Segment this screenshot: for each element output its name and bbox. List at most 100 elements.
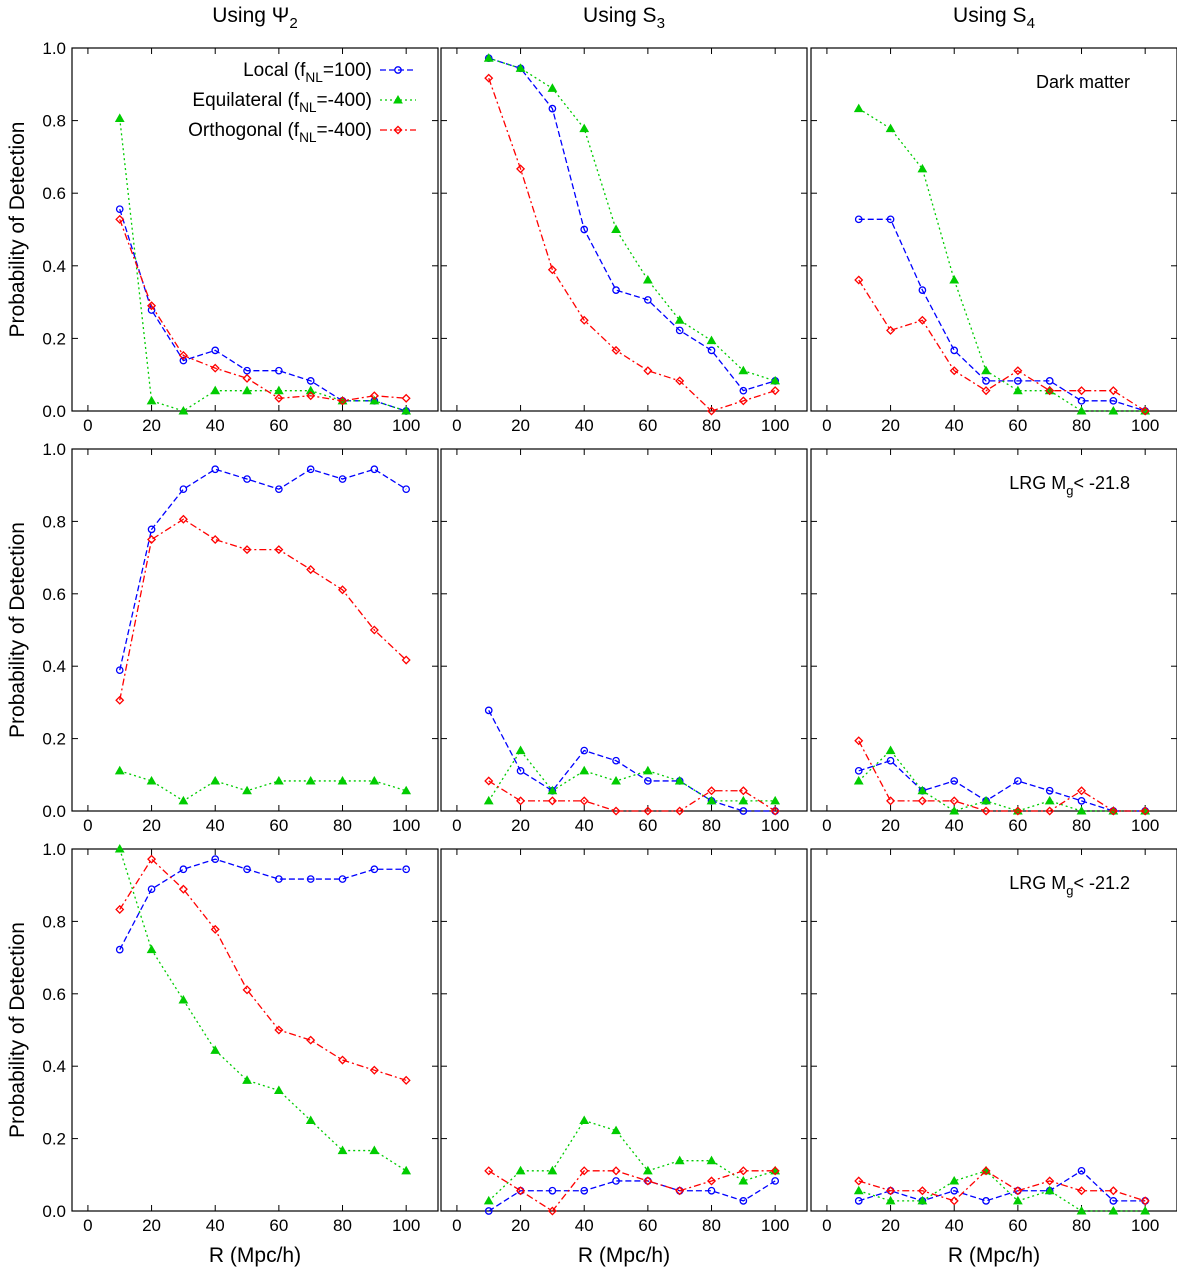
- legend-marker-orthogonal: [393, 125, 403, 135]
- series-orthogonal: [854, 1166, 1150, 1206]
- y-tick-label: 0.0: [42, 1202, 66, 1221]
- y-tick-label: 0.2: [42, 1130, 66, 1149]
- panel-r1-c1: 0 20 40 60 80 100 0.0 0.2 0.4 0.6 0.8 1.0 Probabilit…: [6, 39, 439, 435]
- data-point-equilateral: [146, 944, 157, 954]
- column-title-3: Using S4: [953, 4, 1035, 32]
- data-point-equilateral: [770, 375, 781, 385]
- data-point-equilateral: [515, 745, 526, 755]
- x-tick-label: 100: [761, 816, 789, 835]
- x-tick-label: 80: [333, 1216, 352, 1235]
- data-point-equilateral: [981, 795, 991, 805]
- series-line-local: [119, 208, 407, 412]
- data-point-orthogonal: [516, 1186, 526, 1196]
- x-tick-label: 0: [83, 816, 92, 835]
- data-point-local: [115, 666, 124, 675]
- data-point-orthogonal: [949, 796, 959, 806]
- data-point-local: [854, 766, 863, 775]
- series-line-orthogonal: [488, 77, 776, 412]
- x-tick-label: 40: [206, 1216, 225, 1235]
- data-point-local: [1077, 797, 1086, 805]
- x-tick-label: 80: [702, 416, 721, 435]
- data-point-equilateral: [642, 765, 653, 775]
- data-point-equilateral: [515, 63, 526, 72]
- y-tick-label: 0.0: [42, 402, 66, 421]
- x-tick-label: 20: [142, 416, 161, 435]
- data-point-equilateral: [885, 1195, 896, 1205]
- data-point-orthogonal: [854, 736, 864, 746]
- data-point-orthogonal: [147, 301, 157, 311]
- data-point-orthogonal: [886, 1186, 896, 1196]
- data-point-orthogonal: [886, 325, 896, 335]
- column-title-2-subscript: 3: [657, 15, 665, 32]
- data-point-local: [612, 286, 620, 294]
- series-local: [115, 855, 411, 954]
- data-point-equilateral: [1044, 1185, 1055, 1195]
- data-point-local: [918, 286, 927, 294]
- data-point-equilateral: [369, 1145, 380, 1155]
- data-point-orthogonal: [738, 1166, 748, 1176]
- legend: Local (fNL=100)Equilateral (fNL=-400)Ort…: [188, 60, 416, 145]
- data-point-local: [739, 807, 748, 815]
- data-point-orthogonal: [369, 391, 379, 401]
- series-line-equilateral: [119, 848, 407, 1172]
- data-point-orthogonal: [675, 1186, 685, 1196]
- panel-r2-c3: 0 20 40 60 80 100 LRG Mg< -21.8: [810, 448, 1177, 835]
- data-point-equilateral: [738, 795, 749, 805]
- data-point-local: [370, 465, 379, 474]
- data-point-orthogonal: [886, 796, 896, 806]
- series-line-equilateral: [858, 1170, 1146, 1212]
- y-axis-label: Probability of Detection: [6, 922, 29, 1138]
- data-point-local: [306, 875, 315, 883]
- data-point-equilateral: [146, 395, 157, 405]
- x-tick-label: 40: [575, 816, 594, 835]
- legend-label-equilateral-subscript: NL: [299, 100, 317, 115]
- data-point-orthogonal: [306, 1035, 316, 1045]
- data-point-equilateral: [917, 785, 928, 795]
- data-point-equilateral: [305, 775, 316, 785]
- x-tick-label: 60: [638, 816, 657, 835]
- row-label-2-suffix: < -21.8: [1073, 473, 1130, 493]
- data-point-local: [644, 296, 652, 304]
- x-tick-label: 60: [638, 1216, 657, 1235]
- data-point-local: [886, 215, 895, 224]
- data-point-orthogonal: [579, 315, 589, 325]
- data-point-orthogonal: [707, 1176, 717, 1186]
- x-tick-label: 20: [142, 1216, 161, 1235]
- data-point-equilateral: [483, 53, 494, 62]
- data-point-orthogonal: [401, 393, 411, 403]
- x-tick-label: 0: [452, 416, 461, 435]
- x-tick-label: 0: [822, 416, 831, 435]
- data-point-orthogonal: [770, 1166, 780, 1176]
- series-line-local: [488, 1180, 776, 1212]
- data-point-orthogonal: [1045, 1176, 1055, 1186]
- data-point-local: [1045, 377, 1054, 385]
- data-point-equilateral: [611, 775, 621, 785]
- panel-r3-c1: 0 20 40 60 80 100 0.0 0.2 0.4 0.6 0.8 1.0 R (Mpc/h) P…: [6, 840, 439, 1267]
- series-equilateral: [853, 745, 1151, 815]
- data-point-local: [243, 865, 251, 874]
- data-point-equilateral: [337, 1145, 348, 1155]
- data-point-orthogonal: [1077, 786, 1087, 796]
- data-point-orthogonal: [675, 376, 685, 386]
- data-point-equilateral: [611, 1125, 621, 1135]
- series-line-orthogonal: [858, 279, 1146, 412]
- data-point-local: [147, 525, 156, 534]
- data-point-equilateral: [853, 1185, 864, 1195]
- y-tick-label: 0.2: [42, 730, 66, 749]
- series-line-orthogonal: [488, 1170, 776, 1212]
- x-tick-label: 60: [269, 1216, 288, 1235]
- data-point-equilateral: [1076, 1205, 1087, 1215]
- data-point-equilateral: [1044, 795, 1055, 805]
- series-local: [854, 1166, 1150, 1205]
- x-tick-label: 100: [392, 1216, 420, 1235]
- data-point-orthogonal: [484, 776, 494, 786]
- legend-label-equilateral-main: Equilateral (f: [192, 90, 299, 111]
- data-point-orthogonal: [516, 796, 526, 806]
- row-label-2: LRG Mg< -21.8: [1009, 473, 1130, 498]
- data-point-orthogonal: [643, 366, 653, 376]
- y-tick-label: 1.0: [42, 840, 66, 859]
- data-point-orthogonal: [675, 806, 685, 816]
- data-point-local: [275, 875, 283, 883]
- series-local: [854, 756, 1150, 815]
